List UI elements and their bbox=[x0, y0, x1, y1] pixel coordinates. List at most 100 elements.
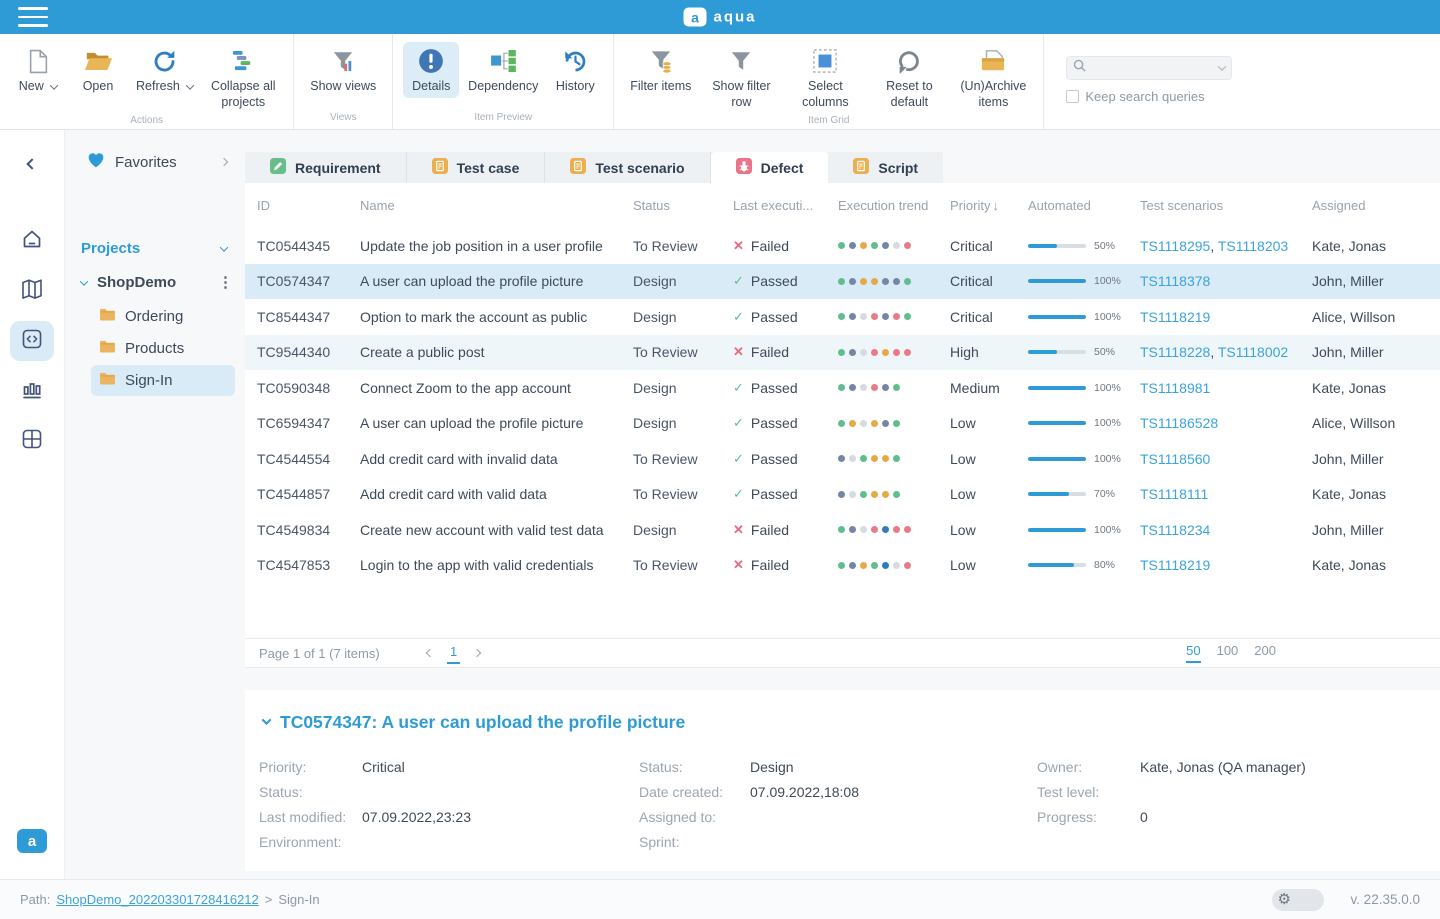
test-scenario-link[interactable]: TS1118981 bbox=[1140, 379, 1211, 396]
table-row[interactable]: TC0590348 Connect Zoom to the app account… bbox=[245, 370, 1440, 406]
search-dropdown-chevron-icon[interactable] bbox=[1218, 62, 1227, 71]
column-header-test-scenarios[interactable]: Test scenarios bbox=[1140, 198, 1224, 213]
toolbar-button-show-views[interactable]: Show views bbox=[304, 42, 382, 98]
chevron-right-icon bbox=[219, 157, 229, 167]
table-row[interactable]: TC0544345 Update the job position in a us… bbox=[245, 228, 1440, 264]
toolbar-button-refresh[interactable]: Refresh bbox=[130, 42, 199, 98]
testcase-icon bbox=[431, 158, 448, 177]
favorites-section[interactable]: Favorites bbox=[65, 144, 245, 180]
hamburger-menu-icon[interactable] bbox=[18, 7, 48, 27]
test-scenario-link[interactable]: TS1118219 bbox=[1140, 308, 1211, 325]
tab-requirement[interactable]: Requirement bbox=[245, 152, 407, 183]
tree-item-sign-in[interactable]: Sign-In bbox=[91, 365, 235, 396]
test-scenario-link[interactable]: TS1118295 bbox=[1140, 237, 1211, 254]
progress-bar bbox=[1028, 492, 1086, 497]
table-row[interactable]: TC4547853 Login to the app with valid cre… bbox=[245, 548, 1440, 584]
page-size-options: 50 100 200 bbox=[1186, 643, 1426, 663]
trend-dot-red bbox=[871, 384, 878, 392]
toolbar-button-filter-items[interactable]: Filter items bbox=[624, 42, 697, 98]
project-path-link[interactable]: ShopDemo_202203301728416212 bbox=[56, 892, 259, 907]
trend-dot-red bbox=[893, 313, 900, 321]
tree-item-products[interactable]: Products bbox=[91, 333, 235, 364]
column-header-last-executi[interactable]: Last executi... bbox=[733, 198, 814, 213]
tab-defect[interactable]: Defect bbox=[710, 152, 829, 183]
page-size-100[interactable]: 100 bbox=[1216, 643, 1239, 658]
rail-item-code-doc[interactable] bbox=[10, 321, 54, 361]
brand-name: aqua bbox=[713, 8, 757, 26]
keep-search-queries-checkbox[interactable]: Keep search queries bbox=[1066, 89, 1232, 104]
progress-fill bbox=[1028, 314, 1086, 319]
tree-item-shopdemo[interactable]: ShopDemo ⋮ bbox=[65, 265, 245, 300]
toolbar-button-history[interactable]: History bbox=[547, 42, 603, 98]
new-document-icon bbox=[28, 47, 49, 75]
column-header-assigned[interactable]: Assigned bbox=[1312, 198, 1366, 213]
toolbar-button-label: Select columns bbox=[802, 79, 849, 109]
toolbar-button-new[interactable]: New bbox=[10, 42, 66, 98]
kebab-menu-icon[interactable]: ⋮ bbox=[218, 273, 233, 291]
test-scenario-link[interactable]: TS1118378 bbox=[1140, 273, 1211, 290]
column-header-priority[interactable]: Priority ↓ bbox=[950, 198, 999, 213]
column-header-id[interactable]: ID bbox=[257, 198, 270, 213]
detail-header[interactable]: TC0574347: A user can upload the profile… bbox=[259, 712, 1426, 733]
next-page-icon[interactable] bbox=[472, 648, 482, 658]
execution-result-label: Passed bbox=[750, 308, 798, 325]
projects-section-header[interactable]: Projects bbox=[65, 232, 245, 265]
column-header-automated[interactable]: Automated bbox=[1028, 198, 1091, 213]
page-size-200[interactable]: 200 bbox=[1254, 643, 1276, 658]
toolbar-button-dependency[interactable]: Dependency bbox=[463, 42, 543, 98]
toolbar-button-open[interactable]: Open bbox=[70, 42, 126, 98]
test-scenario-link[interactable]: TS1118002 bbox=[1217, 344, 1289, 361]
column-header-execution-trend[interactable]: Execution trend bbox=[838, 198, 929, 213]
test-scenario-link[interactable]: TS1118560 bbox=[1140, 450, 1211, 467]
collapse-sidebar-button[interactable] bbox=[26, 155, 38, 173]
table-row[interactable]: TC0574347 A user can upload the profile p… bbox=[245, 263, 1440, 299]
trend-dot-gray bbox=[860, 313, 867, 321]
test-scenario-link[interactable]: TS11186528 bbox=[1140, 415, 1219, 432]
test-scenario-link[interactable]: TS1118111 bbox=[1140, 486, 1209, 503]
table-row[interactable]: TC8544347 Option to mark the account as p… bbox=[245, 299, 1440, 335]
table-row[interactable]: TC4544857 Add credit card with valid data… bbox=[245, 477, 1440, 513]
aqua-logo-small[interactable]: a bbox=[17, 829, 47, 853]
rail-item-home[interactable] bbox=[10, 221, 54, 261]
table-row[interactable]: TC4544554 Add credit card with invalid da… bbox=[245, 441, 1440, 477]
rail-item-grid[interactable] bbox=[10, 421, 54, 461]
toolbar-button-show-filter-row[interactable]: Show filter row bbox=[701, 42, 781, 113]
search-box[interactable] bbox=[1066, 56, 1233, 80]
cell-id: TC0544345 bbox=[257, 237, 331, 254]
tab-label: Script bbox=[878, 159, 919, 176]
test-scenario-link[interactable]: TS1118234 bbox=[1140, 521, 1211, 538]
toolbar-button-reset-to-default[interactable]: Reset to default bbox=[869, 42, 949, 113]
prev-page-icon[interactable] bbox=[425, 648, 435, 658]
page-size-50[interactable]: 50 bbox=[1186, 643, 1201, 663]
tab-test-scenario[interactable]: Test scenario bbox=[545, 152, 711, 183]
table-row[interactable]: TC4549834 Create new account with valid t… bbox=[245, 512, 1440, 548]
cell-priority: Low bbox=[950, 486, 976, 503]
column-header-name[interactable]: Name bbox=[360, 198, 395, 213]
search-input[interactable] bbox=[1091, 61, 1215, 75]
rail-item-bar-chart[interactable] bbox=[10, 371, 54, 411]
toolbar-button-select-columns[interactable]: Select columns bbox=[785, 42, 865, 113]
cell-status: Design bbox=[633, 415, 677, 432]
defect-icon bbox=[735, 158, 752, 177]
detail-field: Status: Design bbox=[639, 759, 1037, 775]
settings-toggle[interactable]: ⚙ bbox=[1272, 888, 1325, 911]
page-number[interactable]: 1 bbox=[447, 643, 461, 664]
rail-item-map[interactable] bbox=[10, 271, 54, 311]
cell-priority: Low bbox=[950, 415, 976, 432]
toolbar-group-label: Actions bbox=[130, 115, 164, 127]
tab-script[interactable]: Script bbox=[828, 152, 943, 183]
test-scenario-link[interactable]: TS1118219 bbox=[1140, 557, 1211, 574]
test-scenario-link[interactable]: TS1118228 bbox=[1140, 344, 1211, 361]
test-scenario-link[interactable]: TS1118203 bbox=[1217, 237, 1289, 254]
toolbar-button-un-archive-items[interactable]: (Un)Archive items bbox=[953, 42, 1033, 113]
toolbar-button-details[interactable]: Details bbox=[403, 42, 460, 98]
tab-test-case[interactable]: Test case bbox=[407, 152, 546, 183]
chevron-down-icon bbox=[79, 276, 89, 286]
table-row[interactable]: TC9544340 Create a public post To Review ✕ F… bbox=[245, 334, 1440, 370]
column-header-status[interactable]: Status bbox=[633, 198, 670, 213]
page-summary: Page 1 of 1 (7 items) bbox=[259, 645, 380, 661]
toolbar-button-collapse-all-projects[interactable]: Collapse all projects bbox=[203, 42, 283, 113]
table-row[interactable]: TC6594347 A user can upload the profile p… bbox=[245, 406, 1440, 442]
passed-check-icon: ✓ bbox=[733, 379, 744, 395]
tree-item-ordering[interactable]: Ordering bbox=[91, 301, 235, 332]
